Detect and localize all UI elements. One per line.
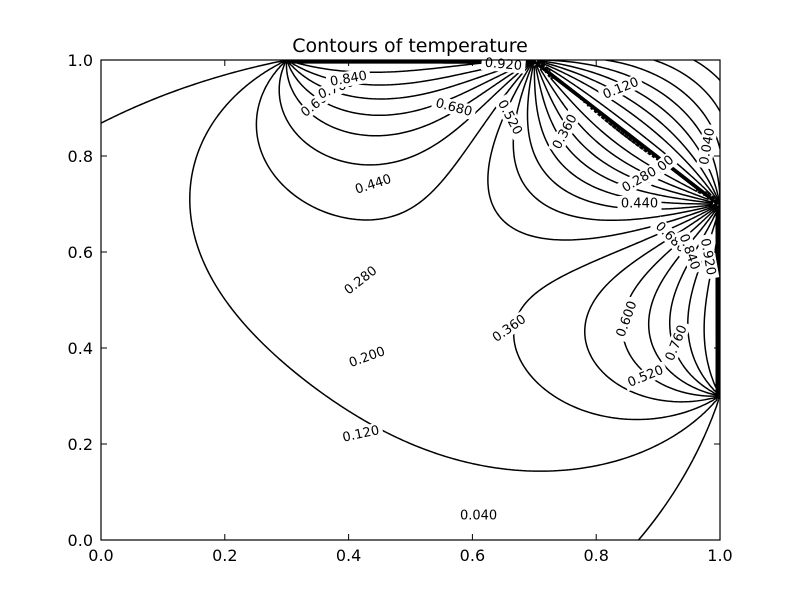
contour-label: 0.040	[695, 123, 719, 170]
contour-label-background	[616, 162, 663, 198]
contour-label-background	[325, 67, 372, 90]
contour-label-background	[695, 123, 719, 170]
contour-label-background	[486, 309, 532, 348]
contour-line-0.96	[537, 61, 718, 202]
contour-label-text: 0.440	[621, 197, 658, 212]
contour-label-background	[338, 260, 383, 300]
axes: 0.0 0.2 0.4 0.6 0.8 1.0 0.0 0.2 0.4 0.6 0.8 1.0	[68, 51, 733, 565]
x-tick-label: 0.8	[583, 546, 608, 565]
contour-label: 0.840	[325, 67, 372, 90]
y-tick-label: 0.8	[68, 147, 93, 166]
contour-label-background	[622, 361, 669, 392]
contour-label-background	[430, 94, 478, 121]
x-tick-label: 0.6	[460, 546, 485, 565]
x-tick-label: 0.4	[336, 546, 361, 565]
contour-label-background	[661, 319, 692, 367]
plot-frame	[100, 59, 721, 541]
contour-label-text: 0.840	[329, 69, 368, 90]
contour-label-background	[456, 508, 501, 523]
contour-label-text: 0.040	[697, 127, 718, 166]
y-tick-label: 0.0	[68, 531, 93, 550]
y-tick-label: 1.0	[68, 51, 93, 70]
y-tick-label: 0.2	[68, 435, 93, 454]
contour-label-text: 0.920	[697, 237, 718, 276]
contour-label: 0.040	[456, 508, 501, 524]
contour-label-background	[612, 295, 642, 343]
x-tick-label: 0.0	[88, 546, 113, 565]
x-tick-label: 1.0	[707, 546, 732, 565]
chart-title: Contours of temperature	[292, 35, 528, 57]
contour-label-background	[350, 170, 397, 199]
contour-label: 0.440	[617, 196, 662, 212]
contour-label-background	[492, 94, 527, 141]
y-tick-label: 0.6	[68, 243, 93, 262]
contour-label-background	[696, 233, 720, 280]
contour-label-text: 0.040	[460, 509, 497, 524]
contour-label-background	[337, 422, 384, 446]
contour-label-background	[674, 228, 705, 276]
contour-label: 0.920	[696, 233, 720, 280]
contour-label-background	[597, 73, 645, 104]
contour-label-background	[343, 342, 391, 372]
contour-label-background	[617, 196, 662, 211]
x-tick-label: 0.2	[212, 546, 237, 565]
contour-label-background	[547, 108, 582, 155]
y-tick-label: 0.4	[68, 339, 93, 358]
